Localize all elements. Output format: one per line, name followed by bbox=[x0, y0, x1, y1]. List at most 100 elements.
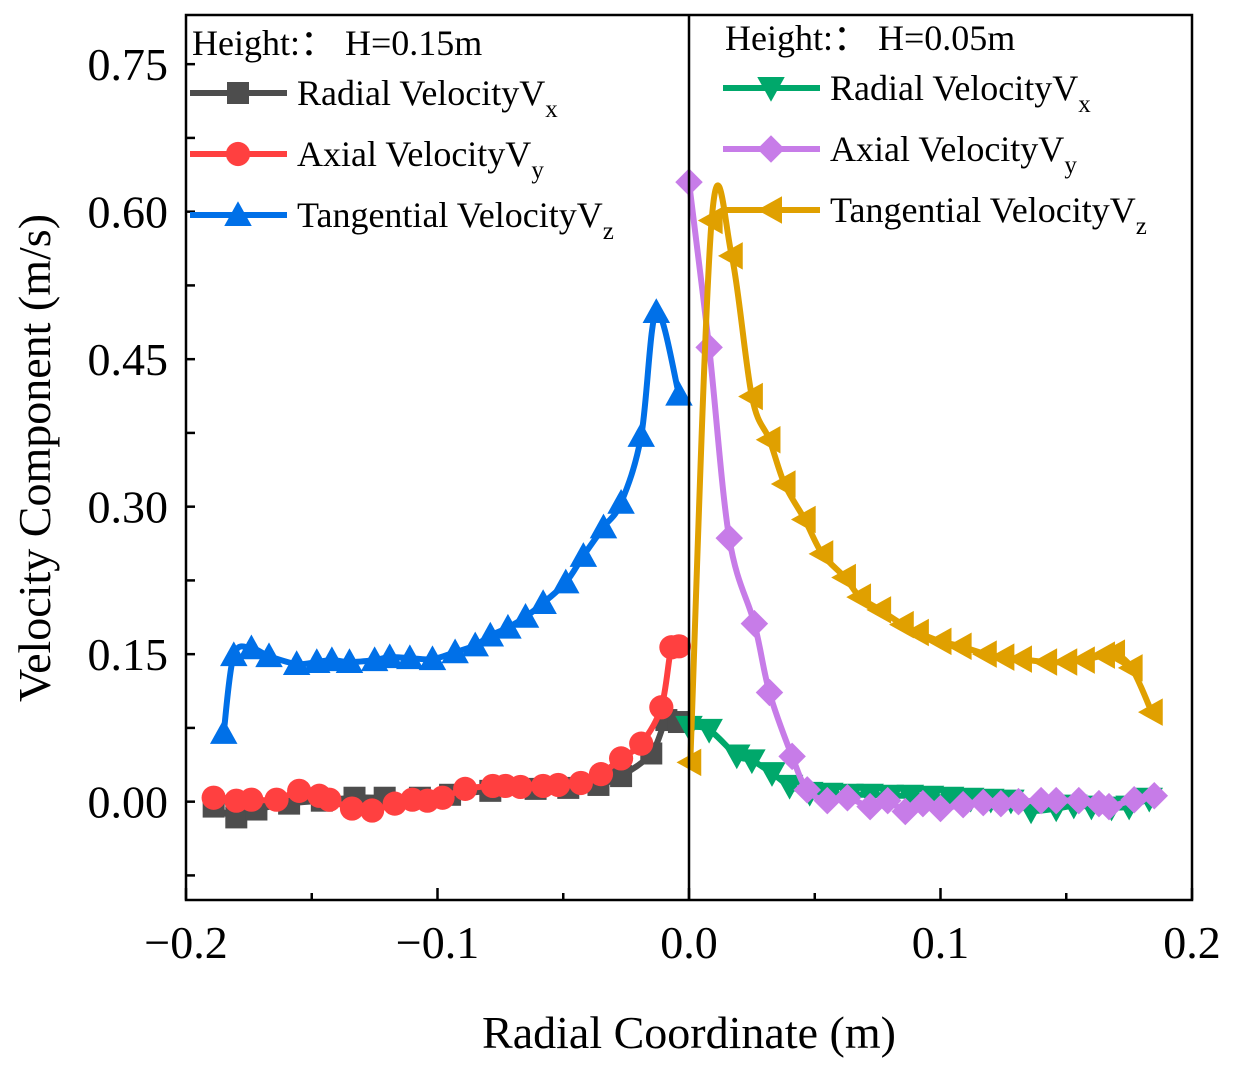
legend-title: Height:： H=0.05m bbox=[725, 18, 1015, 58]
data-point-triangle-up bbox=[396, 644, 424, 670]
data-point-diamond bbox=[778, 742, 806, 771]
data-point-circle bbox=[339, 796, 365, 821]
data-point-triangle-up bbox=[282, 650, 311, 675]
data-point-square bbox=[227, 82, 249, 104]
data-point-circle bbox=[317, 787, 342, 812]
data-point-diamond bbox=[1027, 786, 1055, 815]
data-point-triangle-down bbox=[775, 774, 804, 800]
legend-entry: Tangential VelocityVz bbox=[190, 195, 614, 245]
x-tick-label: −0.1 bbox=[396, 917, 479, 968]
data-point-circle bbox=[508, 774, 533, 800]
data-point-diamond bbox=[926, 794, 955, 823]
data-point-circle bbox=[430, 785, 455, 810]
data-point-circle bbox=[546, 772, 571, 798]
data-point-triangle-up bbox=[335, 648, 364, 674]
data-point-triangle-up bbox=[418, 645, 447, 671]
data-point-diamond bbox=[949, 790, 977, 819]
legend-label: Axial VelocityVy bbox=[297, 134, 544, 184]
data-point-circle bbox=[225, 141, 251, 167]
series-tangential-z-h005 bbox=[676, 182, 1163, 777]
data-point-triangle-up bbox=[255, 642, 283, 668]
data-point-circle bbox=[239, 787, 264, 812]
legend-label-subscript: y bbox=[1064, 152, 1077, 179]
data-point-triangle-left bbox=[846, 583, 872, 611]
legend-top-right: Height:： H=0.05m Radial VelocityVx Axial V… bbox=[723, 18, 1147, 240]
data-point-circle bbox=[608, 746, 634, 771]
data-point-triangle-left bbox=[1100, 639, 1126, 667]
y-tick-label: 0.15 bbox=[88, 629, 169, 680]
data-point-triangle-left bbox=[808, 540, 834, 568]
data-point-diamond bbox=[757, 135, 785, 163]
legend-entry: Radial VelocityVx bbox=[190, 73, 558, 123]
legend-label: Radial VelocityVx bbox=[830, 68, 1091, 118]
data-point-triangle-up bbox=[589, 513, 618, 539]
legend-label: Radial VelocityVx bbox=[297, 73, 558, 123]
data-point-triangle-left bbox=[697, 206, 723, 235]
legend-entry: Radial VelocityVx bbox=[723, 68, 1091, 118]
legend-entry: Axial VelocityVy bbox=[190, 134, 544, 184]
data-point-triangle-up bbox=[220, 641, 248, 667]
data-point-circle bbox=[568, 770, 593, 796]
data-point-circle bbox=[453, 776, 478, 801]
data-point-diamond bbox=[755, 678, 784, 707]
data-point-triangle-up bbox=[642, 298, 671, 323]
data-point-circle bbox=[588, 762, 614, 787]
data-point-triangle-left bbox=[946, 632, 972, 661]
data-point-triangle-down bbox=[757, 77, 785, 102]
data-point-triangle-left bbox=[790, 505, 816, 534]
legend-label-subscript: y bbox=[531, 157, 544, 184]
data-point-circle bbox=[629, 731, 654, 756]
data-point-triangle-left bbox=[770, 470, 796, 498]
data-point-triangle-up bbox=[224, 201, 252, 226]
data-point-triangle-left bbox=[1052, 648, 1078, 676]
y-tick-label: 0.00 bbox=[88, 777, 169, 828]
data-point-triangle-up bbox=[209, 719, 238, 744]
data-point-square bbox=[610, 765, 633, 788]
data-point-triangle-up bbox=[511, 603, 540, 628]
ticks-layer: −0.2 −0.1 0.0 0.1 0.2 0.00 0.15 0.30 0.45 0.60 0.7… bbox=[88, 39, 1221, 968]
data-point-triangle-up bbox=[441, 638, 469, 664]
series-axial-y-h015 bbox=[201, 634, 692, 823]
data-point-triangle-left bbox=[718, 242, 743, 270]
data-point-diamond bbox=[833, 783, 862, 812]
legend-label-subscript: x bbox=[1078, 91, 1091, 118]
y-tick-label: 0.75 bbox=[88, 39, 169, 90]
legend-layer: Height:： H=0.15m Radial VelocityVx Axial V… bbox=[190, 18, 1147, 245]
data-point-triangle-down bbox=[896, 784, 925, 810]
legend-title: Height:： H=0.15m bbox=[192, 23, 482, 63]
data-point-triangle-up bbox=[665, 380, 693, 406]
data-point-diamond bbox=[1042, 786, 1070, 815]
data-point-triangle-left bbox=[757, 196, 782, 224]
y-axis-title: Velocity Component (m/s) bbox=[9, 214, 60, 702]
data-point-triangle-up bbox=[237, 634, 266, 660]
data-point-circle bbox=[360, 798, 385, 823]
data-point-triangle-up bbox=[476, 621, 505, 647]
data-point-circle bbox=[666, 634, 692, 659]
legend-label: Axial VelocityVy bbox=[830, 129, 1077, 179]
legend-label-subscript: z bbox=[1136, 213, 1147, 240]
data-point-triangle-down bbox=[695, 718, 723, 744]
data-point-triangle-up bbox=[318, 646, 346, 672]
data-point-triangle-up bbox=[529, 589, 557, 615]
data-point-diamond bbox=[793, 776, 821, 804]
y-tick-label: 0.30 bbox=[88, 482, 169, 533]
data-point-diamond bbox=[873, 786, 902, 815]
y-tick-label: 0.60 bbox=[88, 187, 169, 238]
data-point-triangle-left bbox=[866, 596, 892, 624]
legend-label-subscript: x bbox=[545, 96, 558, 123]
data-point-triangle-up bbox=[607, 488, 635, 514]
data-point-diamond bbox=[813, 786, 842, 815]
data-point-triangle-up bbox=[627, 422, 655, 447]
x-tick-label: 0.1 bbox=[912, 917, 970, 968]
legend-label: Tangential VelocityVz bbox=[297, 195, 614, 245]
data-point-diamond bbox=[1004, 787, 1033, 816]
data-point-diamond bbox=[740, 609, 769, 638]
data-point-diamond bbox=[987, 789, 1015, 818]
x-tick-label: 0.0 bbox=[660, 917, 718, 968]
data-point-triangle-up bbox=[569, 542, 598, 567]
x-tick-label: 0.2 bbox=[1163, 917, 1221, 968]
data-point-diamond bbox=[1120, 785, 1148, 814]
data-point-triangle-up bbox=[461, 631, 489, 657]
data-point-triangle-up bbox=[552, 568, 580, 594]
